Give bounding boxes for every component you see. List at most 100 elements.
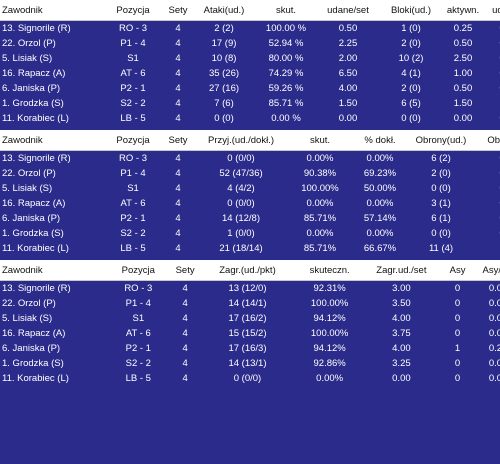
col-header-efficiency[interactable]: skut. — [290, 130, 350, 151]
table-row[interactable]: 16. Rapacz (A) AT - 6 4 35 (26) 74.29 % … — [0, 66, 500, 81]
cell-serves-per-set: 3.50 — [392, 298, 411, 309]
col-header-aces-per-set[interactable]: Asy/set — [476, 260, 500, 281]
cell-player: 11. Korabiec (L) — [2, 243, 69, 254]
cell-sets: 4 — [175, 68, 181, 79]
cell-aces: 0 — [454, 313, 461, 324]
cell-serves: 15 (15/2) — [228, 328, 267, 339]
cell-blocks: 10 (2) — [398, 53, 424, 64]
table-row[interactable]: 22. Orzol (P) P1 - 4 4 52 (47/36) 90.38%… — [0, 166, 500, 181]
col-header-digs[interactable]: Obrony(ud.) — [410, 130, 472, 151]
cell-player: 16. Rapacz (A) — [2, 328, 66, 339]
cell-serves: 0 (0/0) — [233, 373, 262, 384]
cell-position: LB - 5 — [125, 373, 151, 384]
cell-aces: 0 — [454, 328, 461, 339]
cell-sets: 4 — [175, 213, 181, 224]
cell-digs-per-set: 1.00 — [472, 241, 500, 256]
col-header-activity[interactable]: aktywn. — [442, 0, 484, 21]
table-header-row: Zawodnik Pozycja Sety Zagr.(ud./pkt) sku… — [0, 260, 500, 281]
col-header-player[interactable]: Zawodnik — [0, 130, 102, 151]
col-header-serves-per-set[interactable]: Zagr.ud./set — [363, 260, 439, 281]
table-row[interactable]: 1. Grodzka (S) S2 - 2 4 7 (6) 85.71 % 1.… — [0, 96, 500, 111]
table-row[interactable]: 6. Janiska (P) P2 - 1 4 14 (12/8) 85.71%… — [0, 211, 500, 226]
col-header-successful-per-set[interactable]: udane/set — [316, 0, 380, 21]
cell-player: 6. Janiska (P) — [2, 213, 61, 224]
col-header-efficiency[interactable]: skut. — [256, 0, 316, 21]
col-header-sets[interactable]: Sety — [170, 260, 200, 281]
cell-successful-per-set: 4.00 — [338, 83, 358, 94]
col-header-blocks-per-set[interactable]: ud./se — [484, 0, 500, 21]
table-row[interactable]: 1. Grodzka (S) S2 - 2 4 1 (0/0) 0.00% 0.… — [0, 226, 500, 241]
table-row[interactable]: 1. Grodzka (S) S2 - 2 4 14 (13/1) 92.86%… — [0, 356, 500, 371]
table-row[interactable]: 6. Janiska (P) P2 - 1 4 17 (16/3) 94.12%… — [0, 341, 500, 356]
cell-position: RO - 3 — [119, 23, 147, 34]
cell-receptions: 0 (0/0) — [227, 198, 255, 209]
table-row[interactable]: 13. Signorile (R) RO - 3 4 13 (12/0) 92.… — [0, 281, 500, 297]
cell-blocks-per-set: 0.00 — [484, 36, 500, 51]
cell-serves-per-set: 4.00 — [392, 343, 411, 354]
col-header-receptions[interactable]: Przyj.(ud./dokł.) — [192, 130, 290, 151]
col-header-sets[interactable]: Sety — [164, 130, 192, 151]
cell-successful-per-set: 1.50 — [338, 98, 358, 109]
col-header-sets[interactable]: Sety — [164, 0, 192, 21]
col-header-player[interactable]: Zawodnik — [0, 0, 102, 21]
cell-accuracy-percent: 69.23% — [363, 168, 397, 179]
cell-accuracy-percent: 57.14% — [363, 213, 397, 224]
col-header-position[interactable]: Pozycja — [106, 260, 171, 281]
table-row[interactable]: 22. Orzol (P) P1 - 4 4 17 (9) 52.94 % 2.… — [0, 36, 500, 51]
col-header-position[interactable]: Pozycja — [102, 0, 164, 21]
table-row[interactable]: 5. Lisiak (S) S1 4 17 (16/2) 94.12% 4.00… — [0, 311, 500, 326]
cell-digs: 2 (0) — [431, 168, 451, 179]
cell-efficiency: 90.38% — [303, 168, 337, 179]
serve-table: Zawodnik Pozycja Sety Zagr.(ud./pkt) sku… — [0, 260, 500, 386]
cell-receptions: 21 (18/14) — [219, 243, 263, 254]
cell-attacks: 35 (26) — [208, 68, 240, 79]
cell-sets: 4 — [182, 373, 188, 384]
cell-digs: 6 (1) — [431, 213, 451, 224]
cell-digs: 3 (1) — [431, 198, 451, 209]
table-row[interactable]: 16. Rapacz (A) AT - 6 4 0 (0/0) 0.00% 0.… — [0, 196, 500, 211]
col-header-aces[interactable]: Asy — [438, 260, 477, 281]
table-row[interactable]: 6. Janiska (P) P2 - 1 4 27 (16) 59.26 % … — [0, 81, 500, 96]
cell-successful-per-set: 2.25 — [338, 38, 358, 49]
cell-receptions: 4 (4/2) — [227, 183, 255, 194]
cell-sets: 4 — [175, 153, 181, 164]
col-header-position[interactable]: Pozycja — [102, 130, 164, 151]
col-header-effectiveness[interactable]: skuteczn. — [295, 260, 364, 281]
cell-activity: 0.50 — [453, 38, 473, 49]
table-row[interactable]: 11. Korabiec (L) LB - 5 4 21 (18/14) 85.… — [0, 241, 500, 256]
col-header-player[interactable]: Zawodnik — [0, 260, 107, 281]
table-row[interactable]: 13. Signorile (R) RO - 3 4 0 (0/0) 0.00%… — [0, 151, 500, 167]
cell-serves-per-set: 3.00 — [392, 283, 411, 294]
cell-digs-per-set: 0.25 — [472, 211, 500, 226]
cell-attacks: 27 (16) — [208, 83, 240, 94]
col-header-digs-per-set[interactable]: Obr./se — [472, 130, 500, 151]
table-row[interactable]: 5. Lisiak (S) S1 4 4 (4/2) 100.00% 50.00… — [0, 181, 500, 196]
cell-serves: 13 (12/0) — [228, 283, 267, 294]
col-header-accuracy-percent[interactable]: % dokł. — [350, 130, 410, 151]
cell-activity: 0.50 — [453, 83, 473, 94]
col-header-serves[interactable]: Zagr.(ud./pkt) — [199, 260, 296, 281]
cell-blocks: 0 (0) — [401, 113, 421, 124]
table-row[interactable]: 22. Orzol (P) P1 - 4 4 14 (14/1) 100.00%… — [0, 296, 500, 311]
cell-accuracy-percent: 0.00% — [366, 198, 394, 209]
col-header-attacks[interactable]: Ataki(ud.) — [192, 0, 256, 21]
cell-serves: 14 (13/1) — [228, 358, 267, 369]
table-row[interactable]: 11. Korabiec (L) LB - 5 4 0 (0) 0.00 % 0… — [0, 111, 500, 126]
table-row[interactable]: 5. Lisiak (S) S1 4 10 (8) 80.00 % 2.00 1… — [0, 51, 500, 66]
cell-effectiveness: 92.31% — [313, 283, 346, 294]
cell-blocks-per-set: 0.00 — [484, 81, 500, 96]
table-row[interactable]: 13. Signorile (R) RO - 3 4 2 (2) 100.00 … — [0, 21, 500, 37]
cell-position: S1 — [127, 53, 139, 64]
cell-effectiveness: 100.00% — [310, 298, 349, 309]
cell-player: 5. Lisiak (S) — [2, 183, 53, 194]
table-row[interactable]: 11. Korabiec (L) LB - 5 4 0 (0/0) 0.00% … — [0, 371, 500, 386]
cell-player: 22. Orzol (P) — [2, 168, 56, 179]
cell-position: RO - 3 — [124, 283, 153, 294]
cell-aces-per-set: 0.25 — [488, 343, 500, 354]
table-row[interactable]: 16. Rapacz (A) AT - 6 4 15 (15/2) 100.00… — [0, 326, 500, 341]
cell-sets: 4 — [175, 243, 181, 254]
cell-sets: 4 — [175, 113, 181, 124]
attack-block-table: Zawodnik Pozycja Sety Ataki(ud.) skut. u… — [0, 0, 500, 126]
col-header-blocks[interactable]: Bloki(ud.) — [380, 0, 442, 21]
